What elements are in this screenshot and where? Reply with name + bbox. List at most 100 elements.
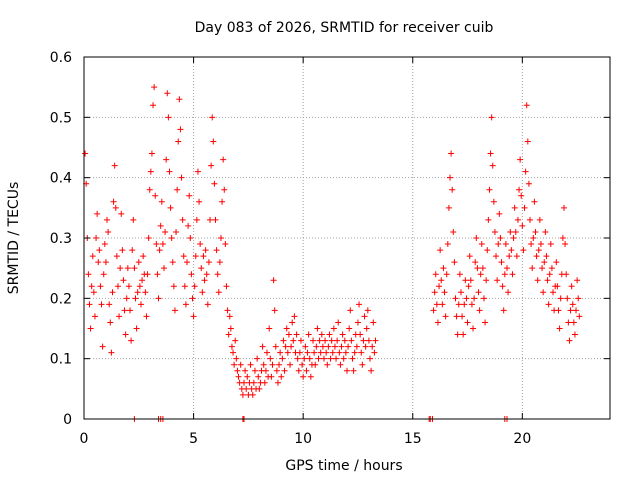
data-point [114,283,121,290]
data-point [491,228,498,235]
data-point [344,367,350,374]
data-point [353,343,360,350]
data-point [242,367,249,374]
data-point [109,289,116,296]
data-point [94,210,101,217]
data-point [88,283,95,290]
data-point [447,174,454,181]
data-point [510,235,517,241]
data-point [357,331,364,338]
data-point [438,277,445,284]
data-point [305,331,312,338]
data-point [471,295,478,302]
data-point [360,337,367,344]
data-point [116,313,123,320]
data-point [217,235,224,241]
data-point [350,367,357,374]
data-point [167,204,174,211]
data-point [201,277,208,284]
data-point [490,198,497,205]
data-point [135,259,142,266]
data-point [184,259,191,266]
data-point [237,361,244,368]
data-point [199,289,206,296]
data-point [311,349,318,356]
data-point [519,222,526,229]
data-point [534,277,541,284]
data-point [274,379,281,386]
data-point [169,259,176,266]
data-point [508,247,515,254]
data-point [179,216,186,223]
data-point [323,349,330,356]
data-point [111,162,118,169]
data-point [575,295,582,302]
data-point [190,313,197,320]
data-point [230,349,237,356]
data-point [550,289,557,296]
data-point [221,186,228,193]
grid-lines [84,57,610,419]
data-point [104,216,111,223]
data-point [208,162,215,169]
data-point [234,367,241,374]
data-point [363,325,370,332]
data-point [364,307,371,314]
data-point [166,168,173,175]
data-point [303,367,310,374]
data-point [250,379,257,386]
data-point [85,271,92,278]
data-point [457,289,464,296]
data-point [555,307,562,314]
data-point [553,259,560,266]
data-point [312,361,319,368]
data-point [177,126,184,133]
data-point [182,301,189,308]
data-point [101,241,108,248]
data-point [334,337,341,344]
data-point [176,96,183,103]
data-point [219,198,226,205]
data-point [185,222,192,229]
data-point [147,168,154,175]
data-point [276,361,283,368]
data-point [518,192,525,199]
data-point [337,361,344,368]
data-point [136,283,143,290]
data-point [143,313,150,320]
data-point [529,265,536,272]
data-point [367,355,374,362]
data-point [164,90,171,97]
data-point [320,355,327,362]
data-point [568,283,575,290]
data-point [317,349,324,356]
data-point [512,228,519,235]
data-point [98,301,105,308]
data-point [542,228,549,235]
data-point [102,259,109,266]
data-point [478,241,485,248]
data-point [255,373,262,380]
data-point [139,277,146,284]
data-point [507,228,514,235]
data-point [484,247,491,254]
data-point [449,186,456,193]
data-point [130,216,137,223]
data-points [82,84,583,422]
data-point [559,235,566,241]
data-point [500,307,507,314]
data-point [547,241,554,248]
data-point [322,337,329,344]
data-point [443,271,450,278]
data-point [540,289,547,296]
data-point [128,337,135,344]
data-point [140,253,147,260]
data-point [546,271,553,278]
data-point [267,355,274,362]
data-point [516,186,523,193]
data-point [565,319,572,326]
data-point [310,337,317,344]
data-point [260,361,267,368]
data-point [187,235,194,241]
data-point [349,355,356,362]
